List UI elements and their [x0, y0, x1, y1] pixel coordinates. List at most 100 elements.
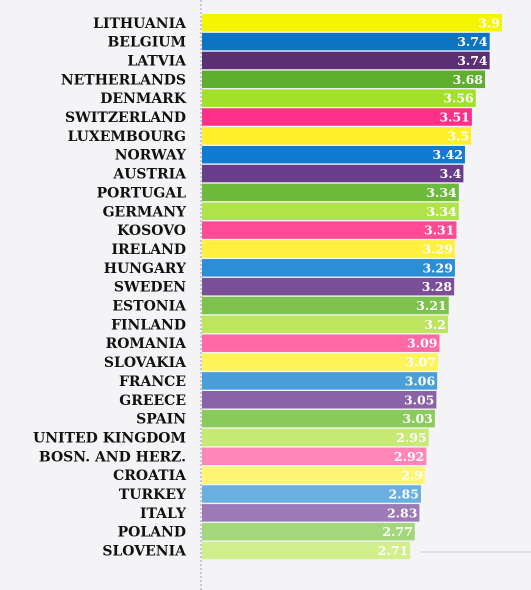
bar-row: IRELAND 3.29: [112, 240, 455, 258]
bar: [202, 522, 415, 541]
category-label: AUSTRIA: [112, 167, 187, 183]
category-label: KOSOVO: [117, 223, 186, 239]
category-label: BOSN. AND HERZ.: [39, 449, 186, 465]
bar-row: SLOVENIA 2.71: [102, 541, 411, 560]
value-label: 3.9: [478, 15, 500, 30]
value-label: 3.4: [440, 166, 462, 181]
bar-row: ROMANIA 3.09: [106, 334, 440, 352]
bar: [202, 447, 427, 466]
category-label: LITHUANIA: [93, 16, 187, 32]
category-label: NORWAY: [115, 148, 187, 164]
bar: [202, 70, 486, 89]
value-label: 3.2: [424, 317, 446, 332]
category-label: SWITZERLAND: [65, 110, 186, 126]
value-label: 3.21: [416, 298, 446, 313]
bar-row: FINLAND 3.2: [111, 315, 448, 334]
category-label: GERMANY: [103, 204, 187, 220]
category-label: LUXEMBOURG: [68, 129, 186, 145]
category-label: GREECE: [119, 393, 186, 409]
value-label: 3.29: [422, 241, 452, 256]
value-label: 3.68: [453, 72, 484, 87]
bar-row: LUXEMBOURG 3.5: [68, 127, 472, 145]
bar-row: NORWAY 3.42: [115, 145, 465, 164]
category-label: ESTONIA: [112, 299, 187, 315]
category-label: POLAND: [118, 525, 186, 541]
bar: [202, 164, 464, 183]
value-label: 3.03: [402, 411, 432, 426]
bar: [202, 296, 449, 315]
category-label: IRELAND: [112, 242, 187, 258]
category-label: ITALY: [140, 506, 187, 522]
bar-row: NETHERLANDS 3.68: [61, 70, 486, 89]
value-label: 3.28: [422, 279, 453, 294]
bar: [202, 315, 448, 334]
bar: [202, 409, 435, 428]
value-label: 3.74: [457, 34, 488, 49]
bar-row: GERMANY 3.34: [103, 202, 459, 220]
bar-row: SWITZERLAND 3.51: [65, 108, 472, 126]
value-label: 2.77: [382, 524, 412, 539]
category-label: SLOVAKIA: [104, 355, 187, 371]
value-label: 2.95: [396, 430, 426, 445]
value-label: 3.34: [426, 185, 457, 200]
bar: [202, 334, 440, 352]
category-label: CROATIA: [113, 468, 187, 484]
category-label: FRANCE: [119, 374, 186, 390]
value-label: 3.56: [443, 91, 474, 106]
category-label: NETHERLANDS: [61, 72, 186, 88]
category-label: UNITED KINGDOM: [33, 430, 186, 446]
bar: [202, 183, 459, 202]
bar-row: ITALY 2.83: [140, 504, 420, 522]
bar-row: AUSTRIA 3.4: [112, 164, 464, 183]
bar-row: BOSN. AND HERZ. 2.92: [39, 447, 427, 466]
bar: [202, 504, 420, 522]
bar: [202, 145, 465, 164]
category-label: FINLAND: [111, 317, 186, 333]
bar: [202, 372, 438, 390]
category-label: HUNGARY: [104, 261, 187, 277]
bar: [202, 277, 455, 296]
value-label: 3.51: [439, 110, 469, 125]
bar-row: SWEDEN 3.28: [114, 277, 455, 296]
bar-row: HUNGARY 3.29: [104, 259, 455, 277]
bar: [202, 221, 457, 239]
bar: [202, 428, 429, 447]
bar: [202, 51, 490, 70]
value-label: 3.29: [422, 260, 452, 275]
bar: [202, 353, 438, 371]
value-label: 3.42: [433, 147, 463, 162]
bar: [202, 127, 472, 145]
value-label: 2.71: [378, 543, 408, 558]
bar-row: POLAND 2.77: [118, 522, 415, 541]
bar-row: LITHUANIA 3.9: [93, 14, 502, 32]
value-label: 3.5: [447, 128, 469, 143]
category-label: DENMARK: [100, 91, 187, 107]
value-label: 3.74: [457, 53, 488, 68]
value-label: 3.34: [426, 204, 457, 219]
bar: [202, 202, 459, 220]
bar-row: TURKEY 2.85: [119, 485, 421, 503]
bar-row: SLOVAKIA 3.07: [104, 353, 438, 371]
bar: [202, 485, 421, 503]
bar-row: PORTUGAL 3.34: [97, 183, 459, 202]
bar-row: GREECE 3.05: [119, 391, 437, 409]
bar: [202, 14, 502, 32]
category-label: TURKEY: [119, 487, 187, 503]
bar: [202, 466, 425, 484]
value-label: 2.9: [401, 468, 423, 483]
category-label: PORTUGAL: [97, 185, 187, 201]
category-label: SLOVENIA: [102, 544, 187, 560]
bar-row: UNITED KINGDOM 2.95: [33, 428, 429, 447]
bar: [202, 32, 490, 51]
value-label: 3.05: [404, 392, 434, 407]
category-label: BELGIUM: [107, 35, 186, 51]
bar-row: FRANCE 3.06: [119, 372, 438, 390]
category-label: LATVIA: [127, 53, 187, 69]
bar-row: ESTONIA 3.21: [112, 296, 449, 315]
category-label: SPAIN: [136, 412, 186, 428]
bar-row: KOSOVO 3.31: [117, 221, 457, 239]
bar: [202, 259, 455, 277]
value-label: 2.83: [387, 505, 417, 520]
bar-row: LATVIA 3.74: [127, 51, 490, 70]
